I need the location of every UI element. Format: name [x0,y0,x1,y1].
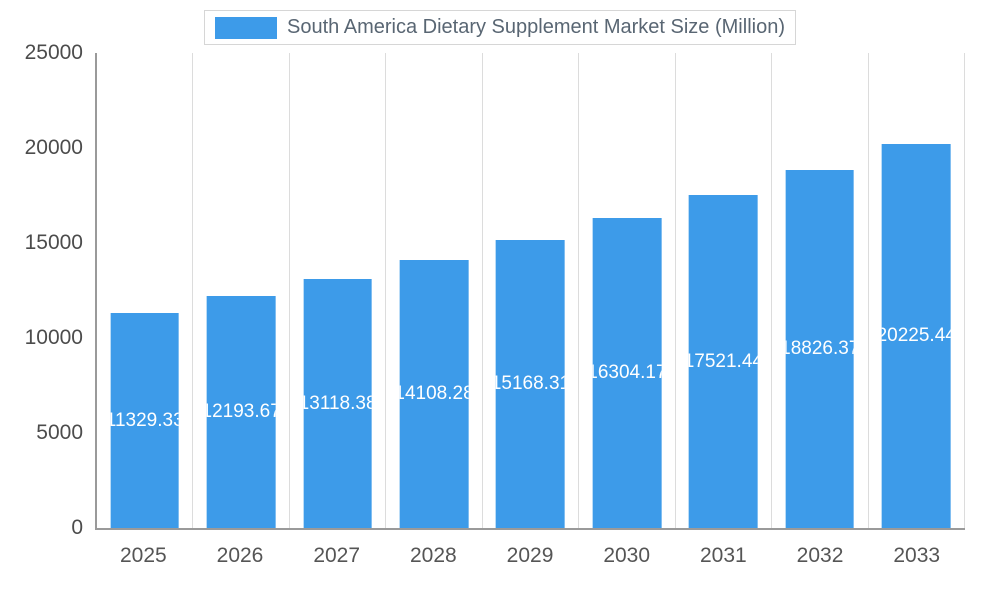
category-column: 17521.44 [676,53,773,528]
bar-value-label: 17521.44 [688,350,758,372]
x-tick-label-2026: 2026 [216,544,264,567]
bar-2033[interactable]: 20225.44 [881,144,951,528]
category-column: 16304.17 [579,53,676,528]
x-tick-label-2031: 2031 [700,544,747,567]
x-tick-label-2025: 2025 [119,544,167,567]
bar-value-label: 15168.31 [496,373,565,394]
bar-value-label: 11329.33 [110,409,180,431]
category-column: 15168.31 [483,53,580,528]
x-tick-label-2030: 2030 [603,544,651,567]
bar-2032[interactable]: 18826.37 [785,170,855,528]
y-tick-label: 0 [71,516,83,539]
y-tick-label: 10000 [24,326,83,349]
bar-value-label: 13118.38 [303,392,372,414]
x-tick-label-2032: 2032 [796,544,844,567]
x-axis: 2025 2026 2027 2028 2029 2030 2031 2032 2033 [95,544,965,568]
bar-2031[interactable]: 17521.44 [688,195,758,528]
y-tick-label: 20000 [24,136,83,159]
chart-area: 0 5000 10000 15000 20000 25000 11329.33 12193.… [0,41,1000,568]
legend-row: South America Dietary Supplement Market … [0,0,1000,45]
x-tick-label-2027: 2027 [313,544,361,567]
category-column: 13118.38 [290,53,387,528]
plot-area: 11329.33 12193.67 13118.38 14108.28 15168.31… [95,53,965,530]
category-column: 18826.37 [772,53,869,528]
y-axis: 0 5000 10000 15000 20000 25000 [0,41,95,539]
bar-2029[interactable]: 15168.31 [496,240,565,528]
legend[interactable]: South America Dietary Supplement Market … [204,10,796,45]
legend-swatch [215,16,278,39]
y-tick-label: 25000 [24,41,83,64]
bar-2028[interactable]: 14108.28 [399,260,469,528]
category-column: 12193.67 [193,53,290,528]
bar-2030[interactable]: 16304.17 [592,218,662,528]
bar-value-label: 18826.37 [785,338,855,359]
x-tick-label-2033: 2033 [893,544,941,567]
bar-2025[interactable]: 11329.33 [110,313,180,528]
plot-column: 11329.33 12193.67 13118.38 14108.28 15168.31… [95,53,965,568]
y-tick-label: 15000 [24,231,83,254]
bar-value-label: 12193.67 [206,401,276,422]
x-tick-label-2029: 2029 [506,544,554,567]
bar-value-label: 14108.28 [399,383,469,404]
category-column: 14108.28 [386,53,483,528]
category-column: 11329.33 [97,53,194,528]
category-column: 20225.44 [869,53,965,528]
bar-value-label: 16304.17 [592,362,662,383]
chart-title: South America Dietary Supplement Market … [287,16,785,38]
bar-value-label: 20225.44 [881,325,951,346]
y-tick-label: 5000 [36,421,83,444]
x-tick-label-2028: 2028 [409,544,457,567]
bar-2026[interactable]: 12193.67 [206,296,276,528]
bar-2027[interactable]: 13118.38 [303,279,372,528]
